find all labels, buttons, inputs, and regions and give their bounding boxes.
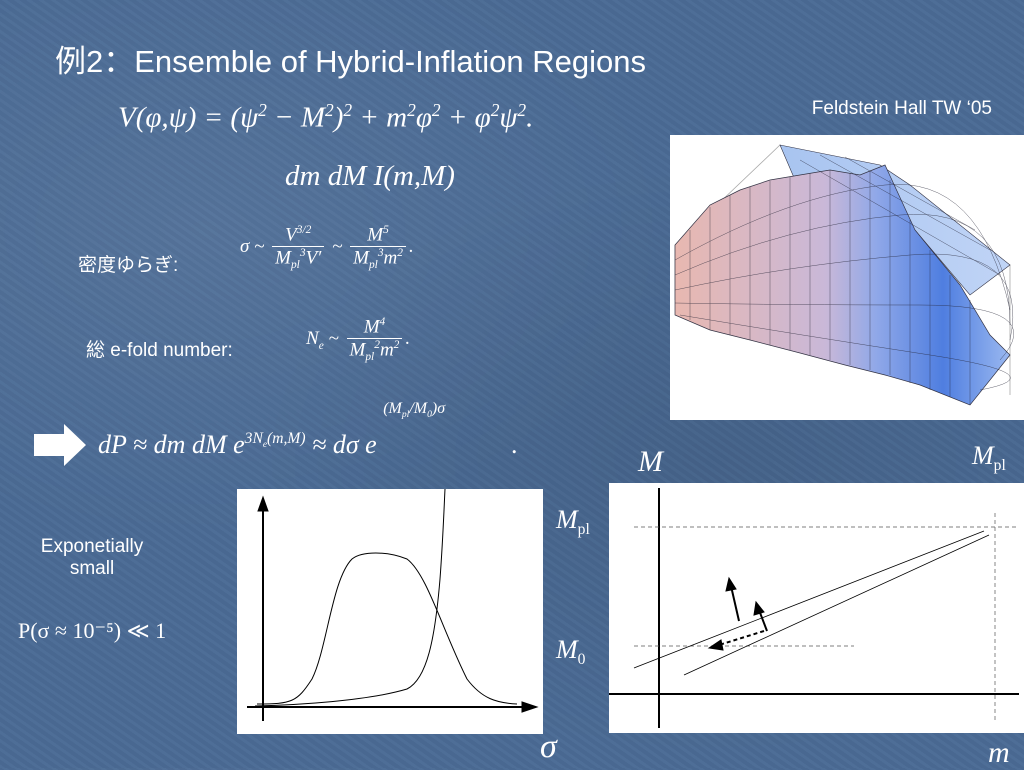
density-fluct-formula: σ ~ V3/2 Mpl3V′ ~ M5 Mpl3m2.: [240, 224, 414, 272]
Mpl-corner-label: Mpl: [972, 441, 1006, 475]
implies-arrow-icon: [34, 424, 86, 466]
citation-credit: Feldstein Hall TW ‘05: [811, 98, 992, 119]
sigma-axis-label: σ: [540, 728, 557, 765]
efold-formula: Ne ~ M4 Mpl2m2.: [306, 316, 411, 364]
mass-plane-plot: [609, 483, 1024, 733]
probability-equation: dP ≈ dm dM e3Ne(m,M) ≈ dσ e (Mpl/M0)σ .: [98, 400, 519, 459]
density-fluct-label: 密度ゆらぎ:: [78, 255, 179, 276]
exponentially-label: Exponetially small: [40, 536, 144, 579]
M-axis-label: M: [638, 445, 663, 478]
prob-small-formula: P(σ ≈ 10⁻⁵) ≪ 1: [18, 618, 167, 643]
M0-tick-label: M0: [556, 635, 586, 669]
m-axis-label: m: [988, 736, 1010, 769]
sigma-distribution-plot: [237, 489, 543, 734]
efold-label: 総 e-fold number:: [86, 340, 233, 361]
surface-plot-3d: [670, 135, 1024, 420]
Mpl-tick-label: Mpl: [556, 505, 590, 539]
measure-equation: dm dM I(m,M): [285, 160, 455, 192]
potential-equation: V(φ,ψ) = (ψ2 − M2)2 + m2φ2 + φ2ψ2.: [118, 100, 534, 134]
slide-title: 例2：Ensemble of Hybrid-Inflation Regions: [55, 44, 646, 79]
